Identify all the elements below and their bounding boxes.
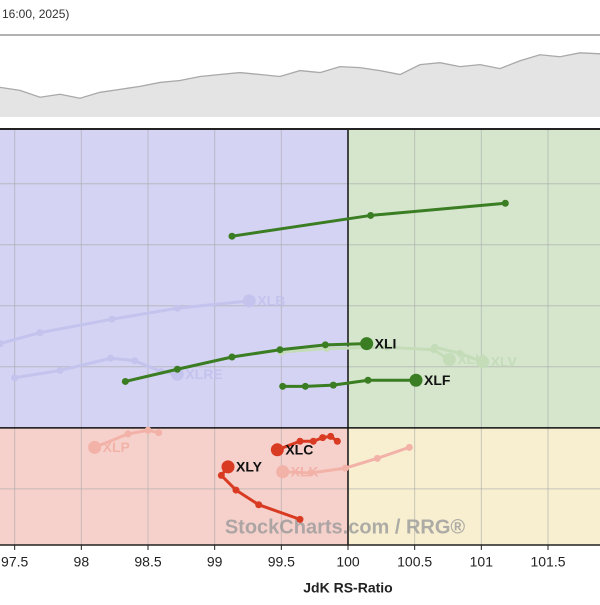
tail-point: [405, 443, 413, 451]
tail-point: [367, 211, 375, 219]
x-tick-label: 99: [207, 554, 223, 570]
tail-point: [360, 337, 374, 351]
tail-point: [321, 341, 329, 349]
x-axis-title: JdK RS-Ratio: [303, 580, 392, 596]
tail-point: [217, 471, 225, 479]
tail-point: [56, 366, 64, 374]
tail-point: [121, 377, 129, 385]
tail-point: [107, 354, 115, 362]
tail-point: [329, 381, 337, 389]
tail-point: [173, 304, 181, 312]
tail-point: [124, 430, 132, 438]
tail-point: [327, 432, 335, 440]
x-tick-label: 98: [74, 554, 90, 570]
tail-point: [270, 443, 284, 457]
tail-point: [456, 349, 464, 357]
tail-point: [296, 515, 304, 523]
quadrant: [0, 427, 348, 545]
area-fill: [0, 52, 600, 117]
tail-point: [221, 460, 235, 474]
tail-point: [296, 437, 304, 445]
tail-point: [242, 294, 256, 308]
series-label: XLB: [257, 293, 285, 309]
tail-point: [373, 454, 381, 462]
quadrant: [348, 130, 600, 428]
tail-point: [232, 486, 240, 494]
tail-point: [173, 365, 181, 373]
quadrant: [348, 427, 600, 545]
tail-point: [11, 374, 19, 382]
tail-point: [108, 315, 116, 323]
series-label: XLK: [291, 463, 319, 479]
tail-point: [36, 329, 44, 337]
tail-point: [276, 346, 284, 354]
tail-point: [255, 501, 263, 509]
x-tick-label: 100.5: [397, 554, 432, 570]
tail-point: [333, 437, 341, 445]
tail-point: [228, 232, 236, 240]
watermark: StockCharts.com / RRG®: [225, 516, 466, 538]
series-label: XLP: [103, 439, 130, 455]
tail-point: [383, 343, 391, 351]
tail-point: [276, 465, 290, 479]
tail-point: [228, 353, 236, 361]
tail-point: [144, 426, 152, 434]
series-label: XLF: [424, 372, 451, 388]
tail-point: [341, 464, 349, 472]
tail-line: [94, 428, 160, 449]
tail-point: [501, 199, 509, 207]
tail-point: [476, 355, 490, 369]
chart-title: 16:00, 2025): [2, 7, 69, 21]
tail-point: [279, 382, 287, 390]
tail-point: [309, 437, 317, 445]
tail-point: [131, 357, 139, 365]
series-label: XLY: [236, 459, 263, 475]
x-tick-label: 99.5: [268, 554, 295, 570]
x-tick-label: 101: [470, 554, 494, 570]
series-label: XLRE: [185, 366, 222, 382]
tail-line: [124, 342, 367, 383]
tail-point: [301, 382, 309, 390]
series-label: XLI: [375, 335, 397, 351]
tail-point: [88, 440, 102, 454]
tail-point: [364, 376, 372, 384]
x-tick-label: 100: [336, 554, 360, 570]
series-label: XLV: [491, 354, 518, 370]
x-tick-label: 101.5: [530, 554, 565, 570]
tail-point: [431, 343, 439, 351]
series-label: XLC: [285, 441, 313, 457]
tail-point: [307, 469, 315, 477]
x-tick-label: 98.5: [134, 554, 161, 570]
tail-point: [155, 429, 163, 437]
x-tick-label: 97.5: [1, 554, 28, 570]
tail-point: [0, 340, 4, 348]
tail-point: [319, 434, 327, 442]
quadrant: [0, 130, 348, 428]
tail-point: [442, 352, 456, 366]
area-line: [0, 52, 600, 99]
tail-point: [409, 373, 423, 387]
